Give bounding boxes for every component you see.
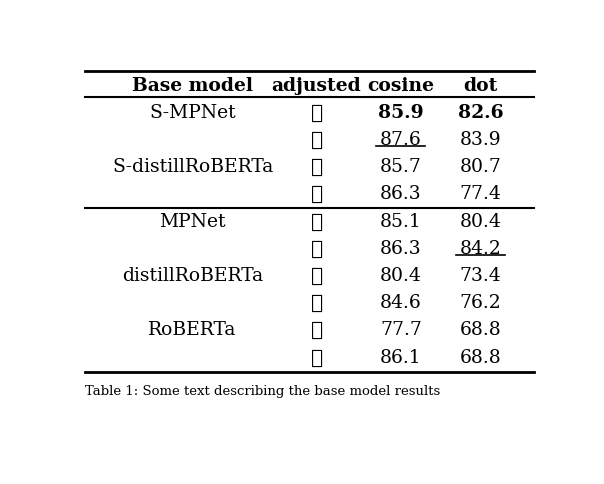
Text: 85.7: 85.7	[380, 158, 422, 176]
Text: Table 1: Some text describing the base model results: Table 1: Some text describing the base m…	[85, 385, 440, 398]
Text: ✗: ✗	[310, 239, 323, 259]
Text: ✓: ✓	[310, 157, 323, 177]
Text: 80.4: 80.4	[460, 212, 501, 230]
Text: MPNet: MPNet	[159, 212, 226, 230]
Text: 85.9: 85.9	[378, 104, 423, 121]
Text: S-distillRoBERTa: S-distillRoBERTa	[112, 158, 273, 176]
Text: 68.8: 68.8	[460, 348, 501, 366]
Text: ✓: ✓	[310, 266, 323, 286]
Text: 68.8: 68.8	[460, 321, 501, 339]
Text: RoBERTa: RoBERTa	[149, 321, 237, 339]
Text: ✗: ✗	[310, 348, 323, 367]
Text: 84.2: 84.2	[460, 240, 501, 257]
Text: 83.9: 83.9	[460, 131, 501, 149]
Text: 84.6: 84.6	[380, 294, 422, 312]
Text: ✗: ✗	[310, 184, 323, 204]
Text: 77.7: 77.7	[380, 321, 422, 339]
Text: 86.3: 86.3	[380, 240, 422, 257]
Text: S-MPNet: S-MPNet	[149, 104, 236, 121]
Text: ✓: ✓	[310, 212, 323, 231]
Text: Base model: Base model	[132, 77, 253, 95]
Text: 86.1: 86.1	[380, 348, 422, 366]
Text: 76.2: 76.2	[460, 294, 501, 312]
Text: 80.7: 80.7	[460, 158, 501, 176]
Text: distillRoBERTa: distillRoBERTa	[122, 267, 263, 285]
Text: ✓: ✓	[310, 320, 323, 340]
Text: 87.6: 87.6	[380, 131, 422, 149]
Text: 85.1: 85.1	[380, 212, 422, 230]
Text: adjusted: adjusted	[272, 77, 361, 95]
Text: 80.4: 80.4	[380, 267, 422, 285]
Text: 86.3: 86.3	[380, 185, 422, 203]
Text: 73.4: 73.4	[460, 267, 501, 285]
Text: cosine: cosine	[367, 77, 434, 95]
Text: 77.4: 77.4	[460, 185, 501, 203]
Text: dot: dot	[463, 77, 498, 95]
Text: 82.6: 82.6	[458, 104, 503, 121]
Text: ✗: ✗	[310, 130, 323, 150]
Text: ✓: ✓	[310, 103, 323, 122]
Text: ✗: ✗	[310, 293, 323, 313]
